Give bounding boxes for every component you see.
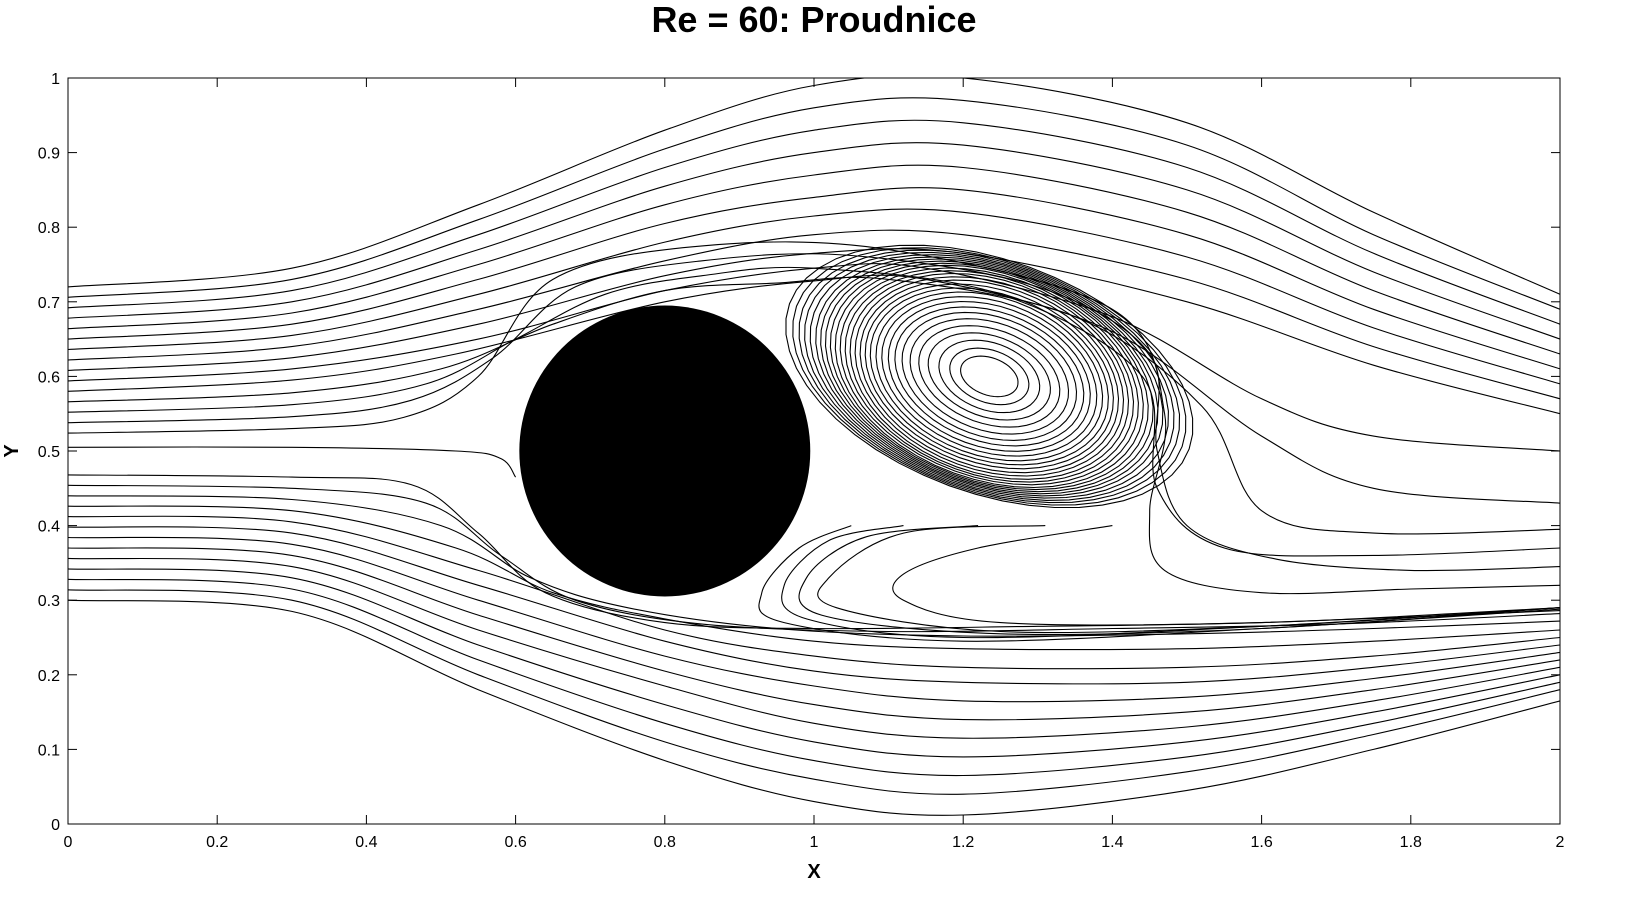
vortex-loop: [864, 283, 1114, 470]
y-tick-label: 0.4: [38, 519, 60, 536]
x-tick-label: 1.8: [1400, 834, 1422, 851]
vortex-loop: [918, 325, 1061, 428]
y-tick-label: 0.2: [38, 668, 60, 685]
vortex-loop: [875, 291, 1104, 462]
y-tick-label: 0: [51, 817, 60, 834]
streamline-wake: [68, 446, 517, 478]
vortex-loop: [824, 260, 1154, 493]
streamline-lower: [68, 557, 1560, 739]
streamline-upper: [68, 263, 1560, 452]
streamline-upper: [68, 164, 1560, 355]
streamline-lower: [68, 568, 1560, 758]
vortex-loop: [887, 300, 1091, 452]
vortex-loop: [894, 306, 1085, 447]
vortex-loop: [909, 318, 1070, 435]
vortex-loop: [839, 267, 1139, 486]
y-axis-label: Y: [1, 444, 23, 458]
streamlines-group: [68, 78, 1560, 816]
x-axis-label: X: [807, 861, 821, 883]
vortex-loop: [881, 296, 1098, 457]
vortex-loop: [854, 276, 1125, 477]
vortex-loop: [869, 287, 1109, 466]
x-axis-ticks: 0 0.2 0.4 0.6 0.8 1 1.2 1.4 1.6 1.8 2: [64, 78, 1565, 851]
x-tick-label: 0.2: [206, 834, 228, 851]
streamline-upper: [68, 187, 1560, 370]
x-tick-label: 0.8: [654, 834, 676, 851]
vortex-loop: [927, 332, 1051, 421]
streamline-lower: [68, 515, 1560, 670]
y-tick-label: 1: [51, 71, 60, 88]
cylinder-obstacle: [519, 305, 811, 597]
y-tick-label: 0.1: [38, 742, 60, 759]
vortex-loop: [804, 251, 1175, 501]
streamline-wake: [817, 525, 1560, 634]
cylinder-obstacle-group: [519, 305, 811, 597]
streamline-upper: [68, 119, 1560, 325]
vortex-loop: [938, 339, 1041, 414]
x-tick-label: 1: [810, 834, 819, 851]
streamline-lower: [68, 495, 1560, 637]
y-tick-label: 0.6: [38, 369, 60, 386]
vortex-loop: [798, 249, 1181, 504]
streamline-upper: [68, 276, 1560, 535]
streamline-lower: [68, 599, 1560, 816]
streamline-wake: [798, 525, 1560, 636]
x-tick-label: 0.4: [355, 834, 377, 851]
x-tick-label: 0.6: [504, 834, 526, 851]
streamline-upper: [68, 208, 1560, 385]
vortex-loop: [820, 258, 1159, 495]
x-tick-label: 0: [64, 834, 73, 851]
vortex-loop: [834, 264, 1144, 489]
streamline-upper: [68, 142, 1560, 340]
vortex-loop: [849, 272, 1130, 480]
y-tick-label: 0.7: [38, 295, 60, 312]
vortex-loop: [844, 270, 1135, 483]
y-tick-label: 0.9: [38, 146, 60, 163]
vortex-loop: [901, 311, 1078, 441]
streamline-lower: [68, 474, 1560, 630]
x-tick-label: 1.4: [1101, 834, 1123, 851]
vortex-loop: [815, 256, 1164, 497]
streamline-upper: [68, 266, 1560, 557]
streamline-wake: [758, 525, 1560, 642]
vortex-loop: [949, 347, 1030, 406]
vortex-loop: [859, 279, 1120, 474]
x-tick-label: 1.2: [952, 834, 974, 851]
streamline-lower: [68, 547, 1560, 721]
vortex-loop: [792, 247, 1187, 506]
plot-frame: [67, 77, 1561, 825]
streamline-wake: [892, 525, 1560, 626]
vortex-loop: [785, 244, 1194, 509]
streamline-upper: [68, 97, 1560, 310]
y-tick-label: 0.8: [38, 220, 60, 237]
streamline-lower: [68, 536, 1560, 703]
streamline-lower: [68, 578, 1560, 777]
x-tick-label: 1.6: [1250, 834, 1272, 851]
chart-title: Re = 60: Proudnice: [651, 0, 977, 40]
y-tick-label: 0.5: [38, 444, 60, 461]
vortex-loop: [809, 254, 1169, 499]
streamline-upper: [68, 253, 1560, 572]
streamline-upper: [68, 229, 1560, 400]
streamline-lower: [68, 484, 1560, 633]
vortex-loop: [960, 355, 1019, 398]
vortex-loop: [829, 262, 1149, 491]
streamline-lower: [68, 589, 1560, 795]
streamline-lower: [68, 505, 1560, 651]
x-tick-label: 2: [1556, 834, 1565, 851]
y-axis-ticks: 0 0.1 0.2 0.3 0.4 0.5 0.6 0.7 0.8 0.9 1: [38, 71, 1560, 834]
y-tick-label: 0.3: [38, 593, 60, 610]
streamline-lower: [68, 526, 1560, 685]
streamline-upper: [68, 274, 1560, 504]
